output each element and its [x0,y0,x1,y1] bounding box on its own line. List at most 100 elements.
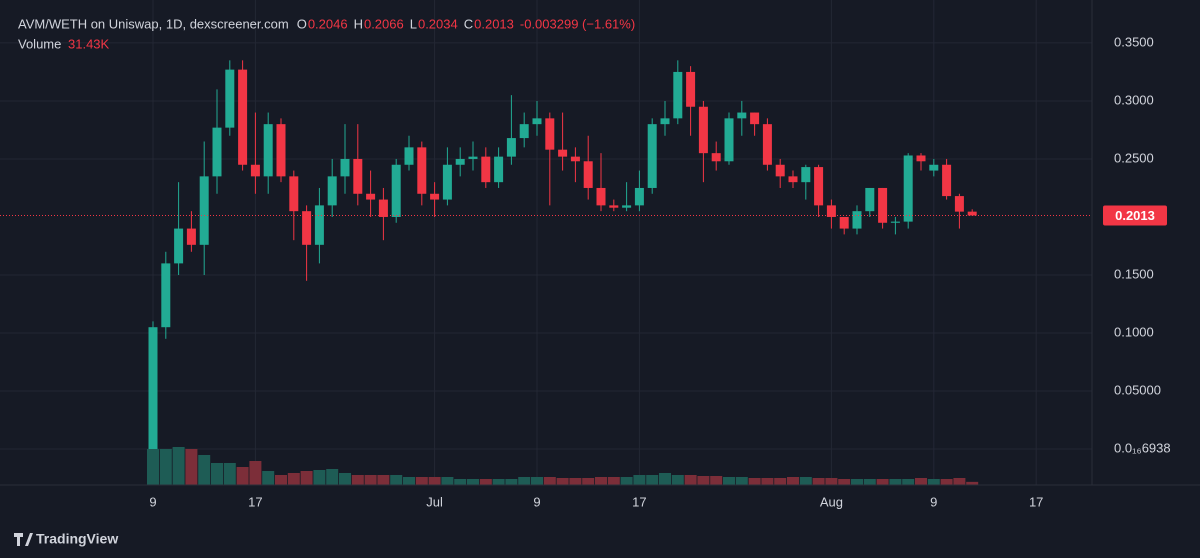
candle-body [519,124,529,139]
x-tick-label: 17 [248,494,262,509]
candle-body [583,161,593,188]
y-tick-label: 0.05000 [1114,382,1161,397]
volume-bar [825,478,838,485]
volume-bar [415,477,428,485]
y-tick-label: 0.1500 [1114,266,1154,281]
candle-body [225,69,235,128]
x-tick-label: 9 [930,494,937,509]
volume-bar [147,449,159,485]
candle-body [174,228,184,264]
volume-bar [659,473,671,485]
grid [0,0,1092,485]
volume-bar [441,477,454,485]
volume-bar [403,477,415,485]
candle-body [302,211,312,245]
candle-body [212,127,222,177]
candle-body [391,164,401,217]
candle-body [186,228,196,245]
volume-bar [710,476,723,485]
volume-bar [697,476,710,485]
volume-bar [531,477,543,485]
axes: 0.3500 0.3000 0.2500 0.1500 0.1000 0.05000 0.0… [149,34,1170,509]
candle-body [801,167,811,183]
volume-bar [518,477,531,485]
candle-body [673,71,683,119]
y-tick-label: 0.1000 [1114,324,1154,339]
low-label: L [410,16,417,31]
candle-body [250,164,260,177]
candle-body [890,221,900,223]
candle-body [417,147,427,194]
volume-bar [595,477,607,485]
volume-bar [428,477,441,485]
candle-body [494,156,504,183]
volume-bar [313,470,326,485]
candle-body [481,156,491,183]
volume-bar [851,479,863,485]
candle-body [430,193,440,200]
volume-bar [569,478,582,485]
volume-bar [799,477,812,485]
brand-name: TradingView [36,531,118,547]
candle-body [161,263,171,328]
volume-bar [223,463,236,485]
candle-body [455,158,465,165]
x-tick-label: Jul [426,494,443,509]
volume-bar [492,479,505,485]
volume-bar [236,467,249,485]
candle-body [366,193,376,200]
candle-body [340,158,350,177]
candle-body [148,327,158,450]
candle-body [199,176,209,245]
legend: AVM/WETH on Uniswap, 1D, dexscreener.com… [18,16,635,51]
x-tick-label: Aug [820,494,843,509]
candle-body [468,156,478,159]
high-value: 0.2066 [364,16,404,31]
volume-bar [889,479,902,485]
volume-value: 31.43K [68,36,110,51]
candle-body [750,112,760,125]
volume-bar [198,455,211,485]
candle-body [878,187,888,223]
volume-bar [966,481,979,485]
candles [0,60,1092,450]
close-value: 0.2013 [474,16,514,31]
candle-body [404,147,414,165]
candle-body [327,176,337,206]
candle-body [609,205,619,208]
volume-bar [671,475,684,485]
volume-bar [761,478,774,485]
close-label: C [464,16,473,31]
x-tick-label: 17 [632,494,646,509]
candle-body [238,69,248,165]
candle-body [506,138,516,157]
high-label: H [354,16,363,31]
y-tick-label: 0.0₁₆6938 [1114,440,1171,455]
candle-body [558,149,568,157]
volume-bar [902,479,915,485]
candle-body [442,164,452,200]
volume-bar [556,478,569,485]
volume-bar [390,475,403,485]
candle-body [762,124,772,165]
volume-bar [953,478,966,485]
volume-bar [838,479,851,485]
candle-body [698,106,708,154]
last-price-box [1103,205,1167,226]
volume-bar [863,479,876,485]
volume-bar [351,475,364,485]
candle-body [686,71,696,107]
candle-body [378,199,388,217]
candle-body [276,124,286,177]
candle-body [532,118,542,125]
y-tick-label: 0.3500 [1114,34,1154,49]
volume-bar [748,478,761,485]
candle-body [711,153,721,162]
candle-body [903,155,913,222]
volume-bar [876,479,889,485]
volume-bar [275,475,287,485]
volume-bar [582,478,595,485]
volume-bar [684,475,697,485]
